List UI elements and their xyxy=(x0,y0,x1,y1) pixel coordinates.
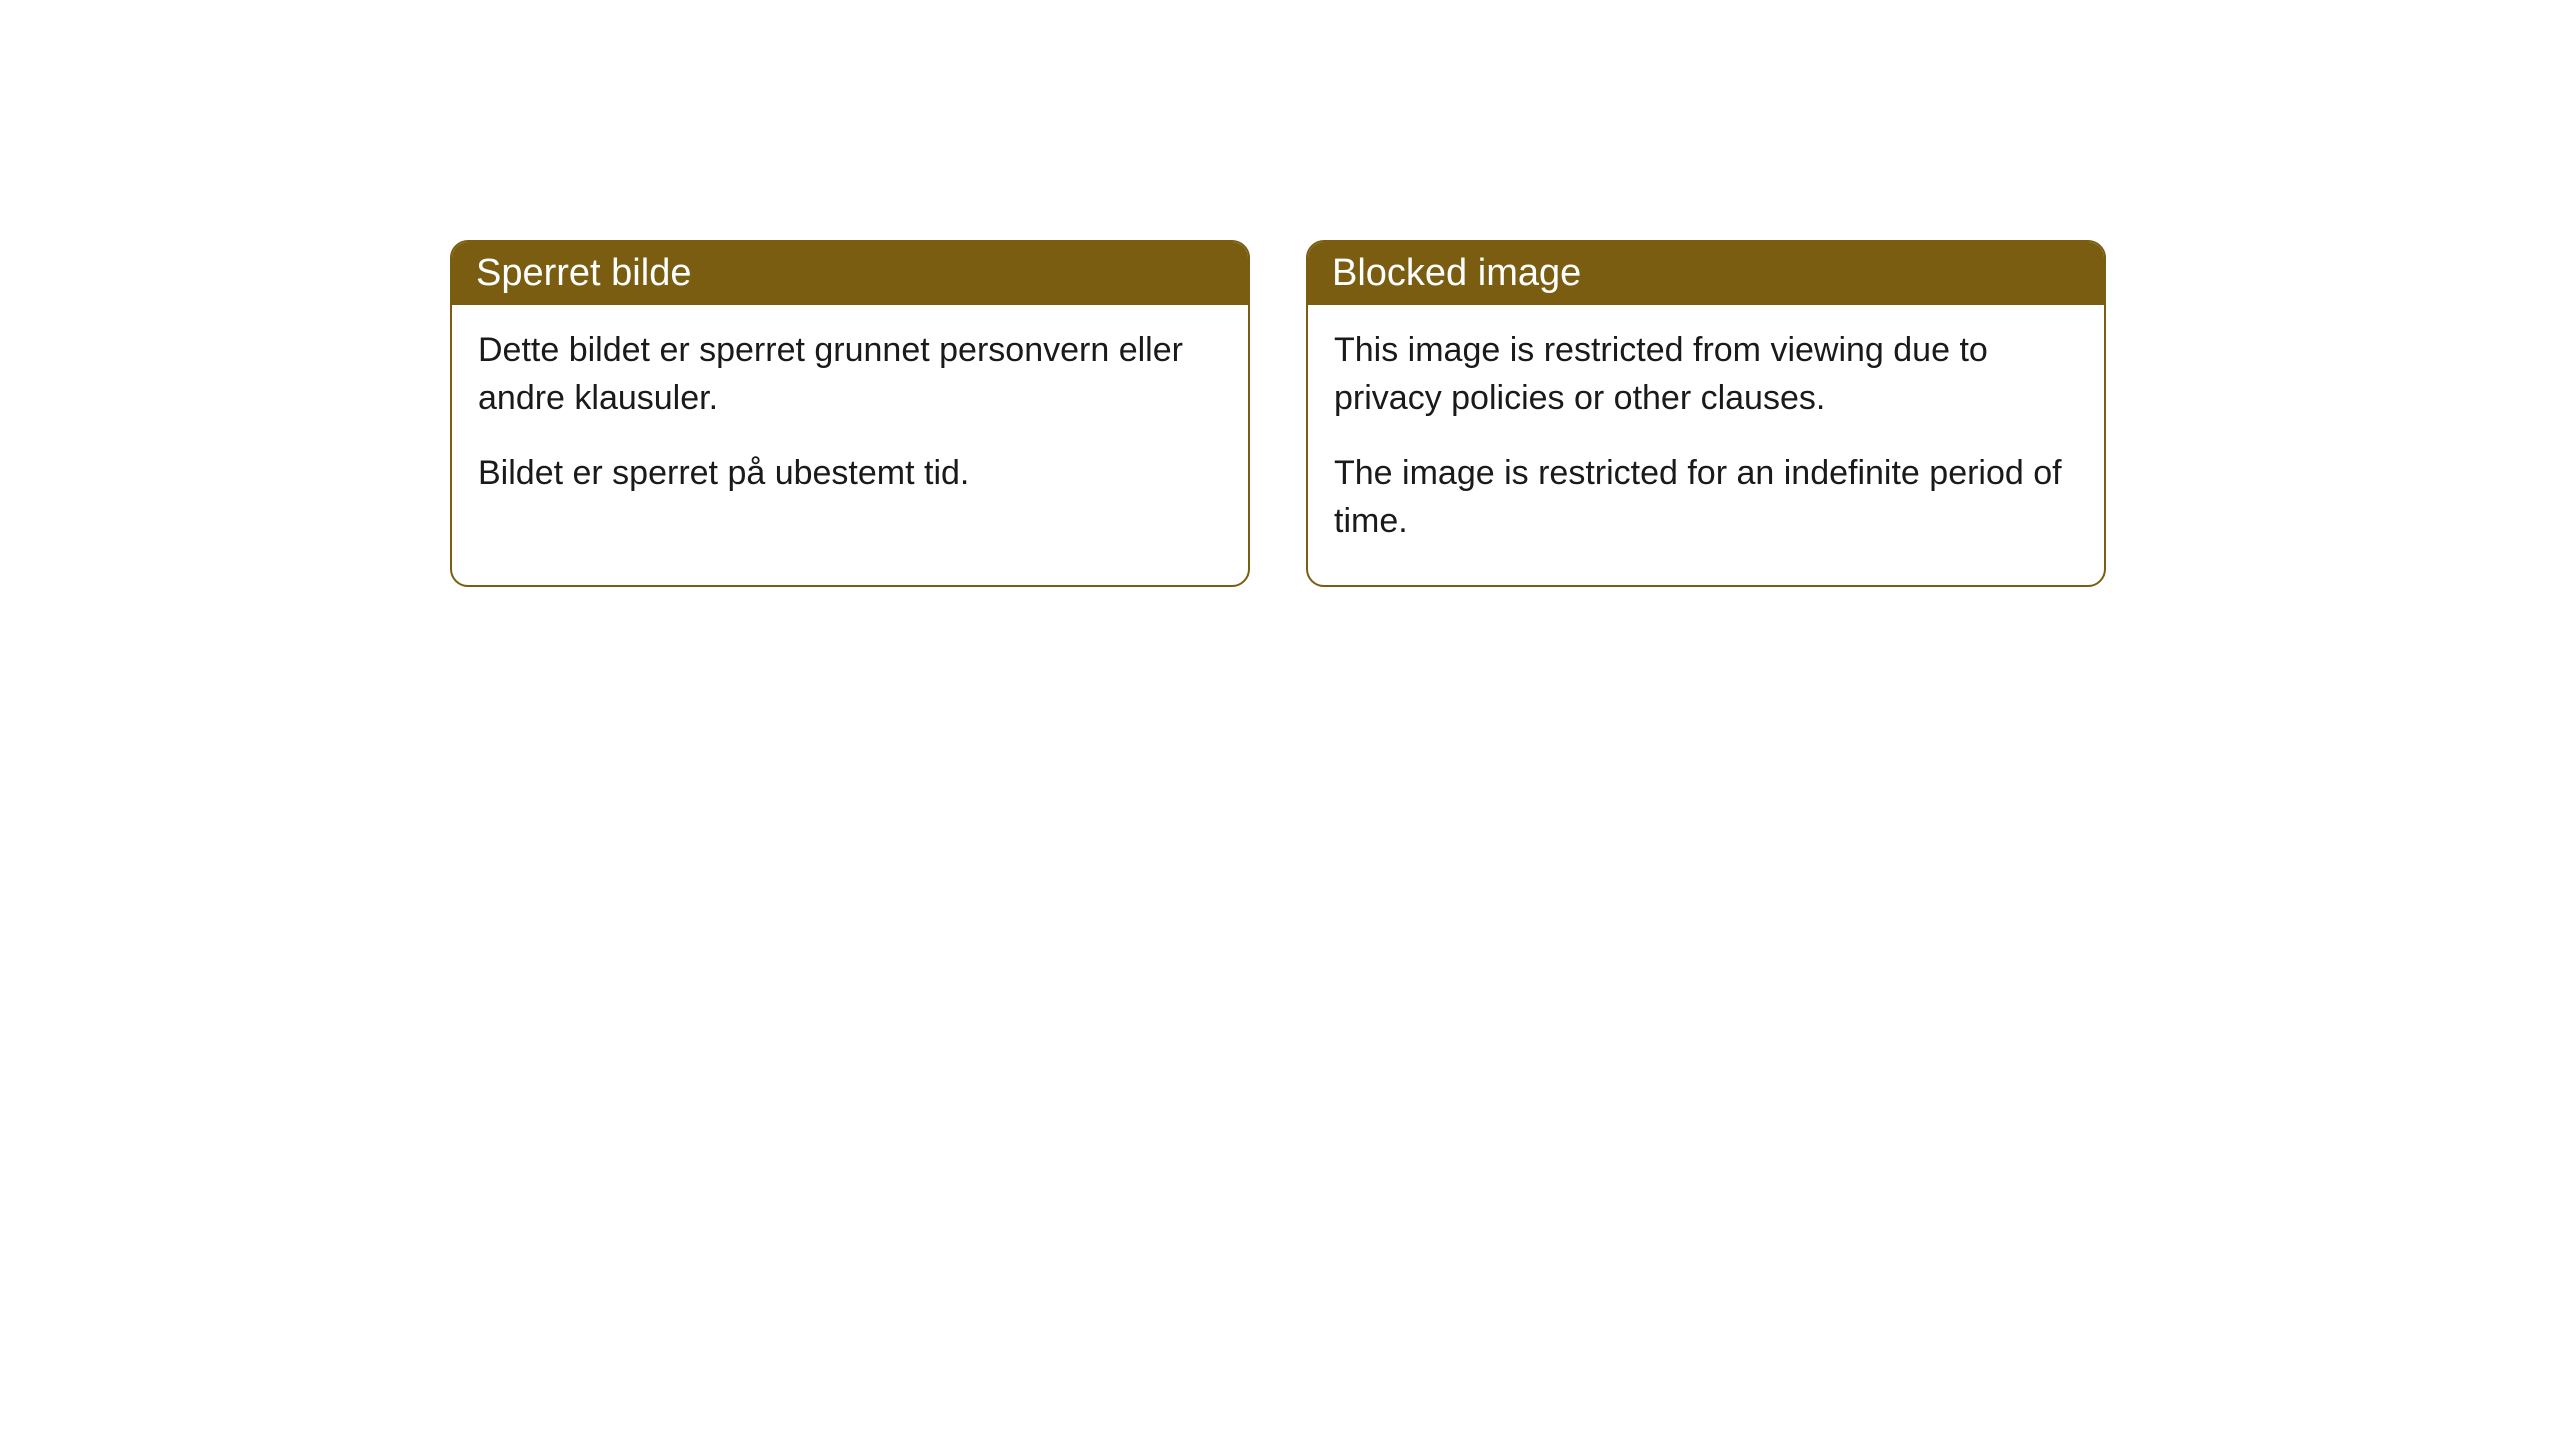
card-paragraph: The image is restricted for an indefinit… xyxy=(1334,450,2078,545)
card-header: Sperret bilde xyxy=(452,242,1248,305)
notice-card-norwegian: Sperret bilde Dette bildet er sperret gr… xyxy=(450,240,1250,587)
card-body: This image is restricted from viewing du… xyxy=(1308,305,2104,585)
card-title: Blocked image xyxy=(1332,252,1581,294)
card-title: Sperret bilde xyxy=(476,252,691,294)
card-paragraph: Bildet er sperret på ubestemt tid. xyxy=(478,450,1222,498)
card-header: Blocked image xyxy=(1308,242,2104,305)
notice-card-english: Blocked image This image is restricted f… xyxy=(1306,240,2106,587)
card-paragraph: Dette bildet er sperret grunnet personve… xyxy=(478,327,1222,422)
card-body: Dette bildet er sperret grunnet personve… xyxy=(452,305,1248,538)
notice-cards-container: Sperret bilde Dette bildet er sperret gr… xyxy=(450,240,2560,587)
card-paragraph: This image is restricted from viewing du… xyxy=(1334,327,2078,422)
